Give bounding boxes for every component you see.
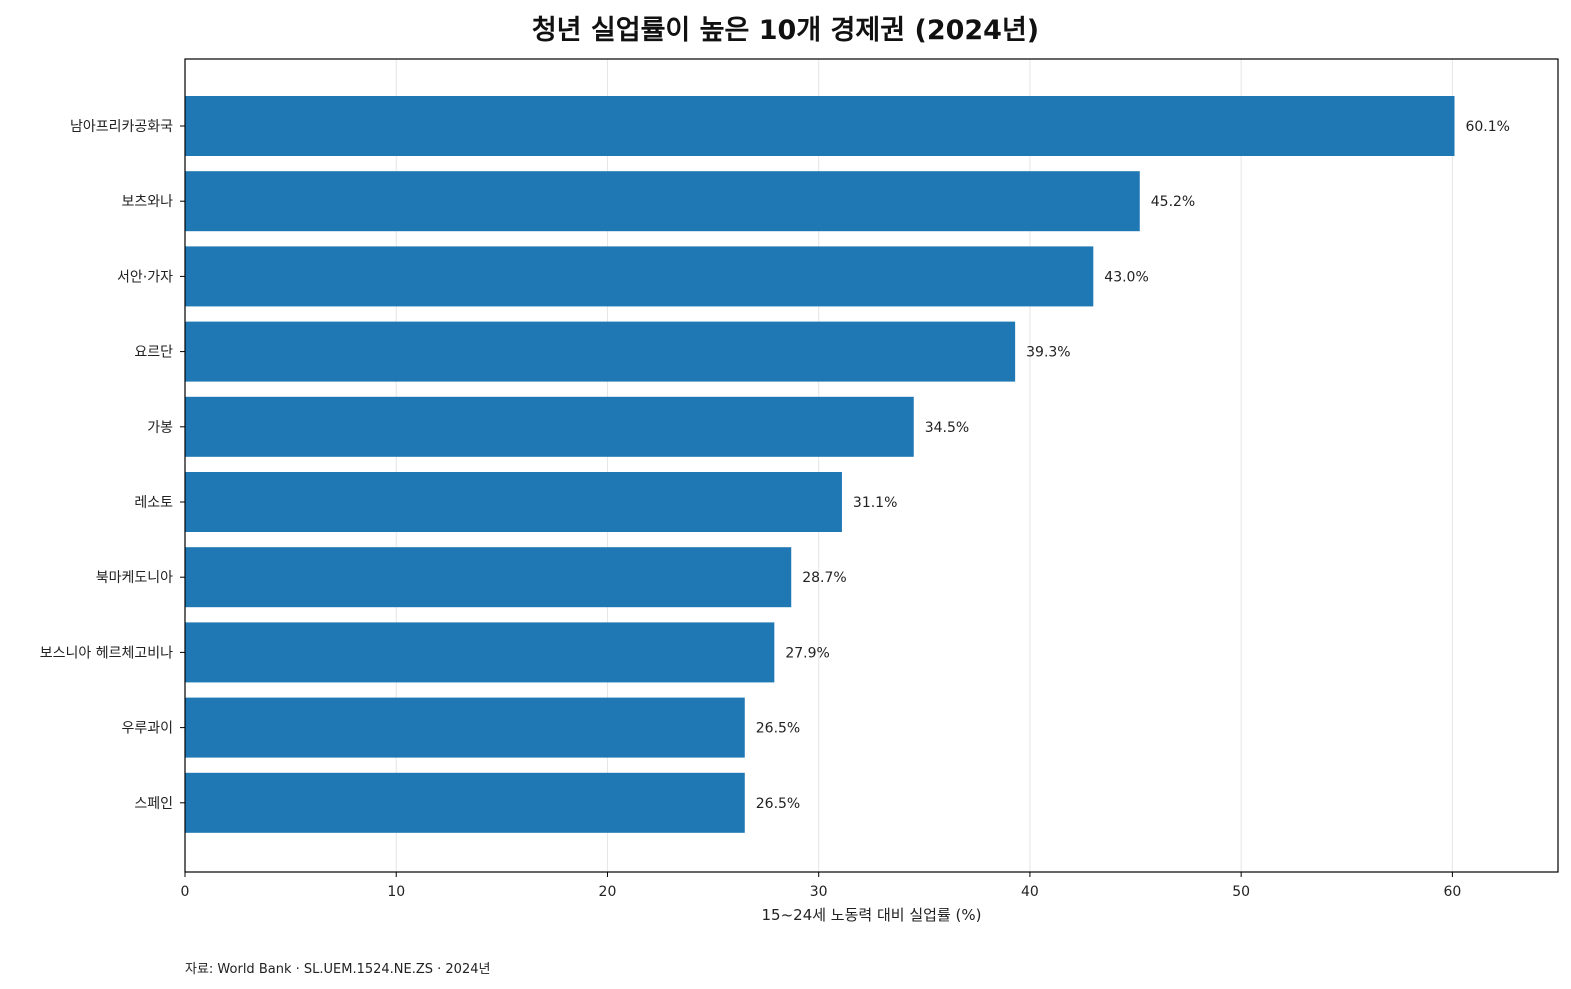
bar (185, 547, 792, 608)
data-label: 31.1% (853, 495, 897, 511)
y-tick-label: 레소토 (134, 495, 173, 511)
data-label: 34.5% (925, 420, 969, 436)
plot-frame (184, 58, 1559, 873)
bar (185, 697, 745, 758)
bar (185, 96, 1455, 156)
y-tick-label: 서안·가자 (117, 269, 173, 285)
data-label: 27.9% (785, 645, 829, 661)
bar (185, 396, 914, 457)
x-tick-label: 30 (810, 884, 828, 900)
bars (185, 96, 1455, 833)
x-tick-label: 0 (181, 884, 190, 900)
y-tick-label: 보츠와나 (121, 194, 173, 210)
bar (185, 622, 775, 683)
source-note: 자료: World Bank · SL.UEM.1524.NE.ZS · 202… (185, 962, 491, 977)
data-label: 60.1% (1465, 119, 1509, 135)
y-tick-label: 가봉 (147, 420, 173, 436)
x-tick-label: 40 (1021, 884, 1039, 900)
x-tick-label: 10 (387, 884, 405, 900)
data-label: 45.2% (1151, 194, 1195, 210)
y-tick-label: 보스니아 헤르체고비나 (40, 645, 173, 661)
y-tick-label: 스페인 (134, 796, 173, 812)
bar (185, 772, 745, 833)
x-tick-labels: 0 10 20 30 40 50 60 (181, 872, 1461, 900)
y-tick-label: 남아프리카공화국 (70, 119, 173, 135)
data-label: 43.0% (1104, 269, 1148, 285)
x-tick-label: 20 (599, 884, 617, 900)
y-tick-label: 요르단 (134, 345, 173, 361)
x-axis-label: 15~24세 노동력 대비 실업률 (%) (761, 906, 982, 924)
data-label: 39.3% (1026, 345, 1070, 361)
chart-title: 청년 실업률이 높은 10개 경제권 (2024년) (531, 15, 1040, 46)
data-labels: 60.1% 45.2% 43.0% 39.3% 34.5% 31.1% 28.7% 27.9%… (756, 119, 1510, 812)
bar (185, 472, 842, 532)
x-tick-label: 60 (1443, 884, 1461, 900)
y-tick-label: 우루과이 (121, 721, 173, 737)
data-label: 26.5% (756, 721, 800, 737)
y-tick-label: 북마케도니아 (96, 570, 173, 586)
bar (185, 171, 1140, 232)
bar (185, 246, 1094, 307)
x-tick-label: 50 (1232, 884, 1250, 900)
data-label: 26.5% (756, 796, 800, 812)
data-label: 28.7% (802, 570, 846, 586)
bar (185, 321, 1016, 382)
